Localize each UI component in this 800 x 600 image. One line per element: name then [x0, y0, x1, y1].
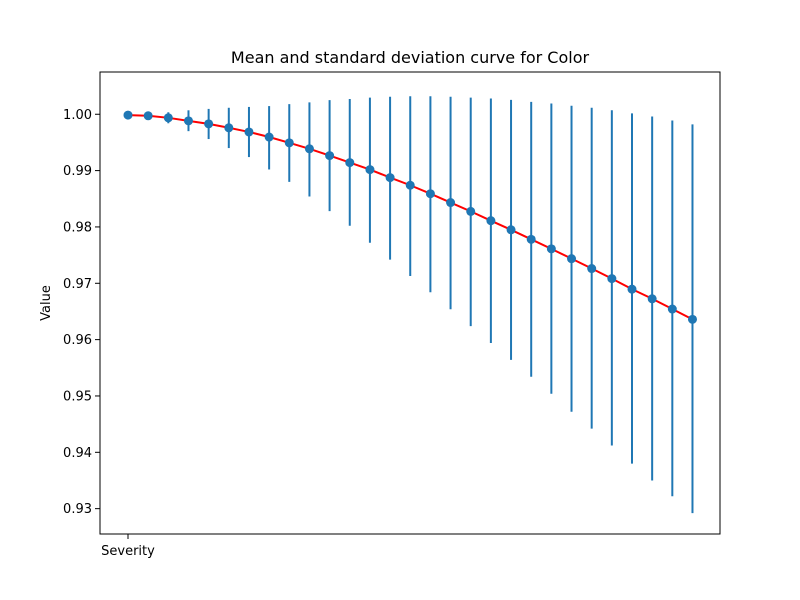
- mean-point: [607, 274, 617, 284]
- y-tick-label: 0.99: [63, 164, 92, 179]
- x-axis: Severity: [101, 534, 155, 559]
- y-tick-label: 0.98: [63, 220, 92, 235]
- mean-point: [123, 110, 133, 120]
- mean-point: [446, 198, 456, 208]
- markers: [123, 110, 697, 324]
- mean-point: [405, 180, 415, 190]
- mean-point: [345, 158, 355, 168]
- mean-point: [486, 216, 496, 226]
- mean-point: [224, 123, 234, 133]
- mean-point: [647, 294, 657, 304]
- mean-point: [526, 234, 536, 244]
- chart-title: Mean and standard deviation curve for Co…: [231, 48, 590, 67]
- mean-point: [143, 111, 153, 121]
- mean-point: [567, 254, 577, 264]
- mean-point: [204, 119, 214, 129]
- mean-point: [466, 206, 476, 216]
- mean-point: [546, 244, 556, 254]
- x-tick-label: Severity: [101, 544, 155, 559]
- y-tick-label: 0.93: [63, 502, 92, 517]
- errorbars: [127, 96, 694, 514]
- y-tick-label: 1.00: [63, 108, 92, 123]
- y-tick-label: 0.94: [63, 446, 92, 461]
- y-tick-label: 0.95: [63, 389, 92, 404]
- y-axis-label: Value: [39, 285, 54, 321]
- mean-point: [264, 132, 274, 142]
- mean-point: [183, 116, 193, 126]
- y-tick-label: 0.97: [63, 277, 92, 292]
- mean-point: [425, 189, 435, 199]
- y-tick-label: 0.96: [63, 333, 92, 348]
- plot-frame: [99, 71, 721, 535]
- mean-point: [284, 138, 294, 148]
- mean-point: [627, 284, 637, 294]
- mean-point: [687, 314, 697, 324]
- y-axis: 0.93 0.94 0.95 0.96 0.97 0.98 0.99 1.00: [63, 108, 100, 517]
- mean-point: [385, 173, 395, 183]
- mean-point: [365, 165, 375, 175]
- mean-point: [667, 304, 677, 314]
- mean-point: [506, 225, 516, 235]
- mean-point: [244, 127, 254, 137]
- mean-point: [163, 113, 173, 123]
- mean-point: [304, 144, 314, 154]
- mean-point: [587, 264, 597, 274]
- mean-point: [325, 151, 335, 161]
